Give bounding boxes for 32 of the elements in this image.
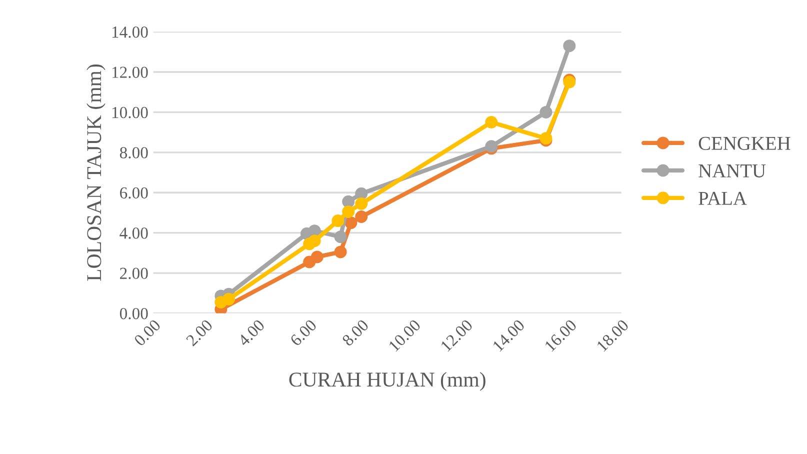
x-tick-label: 4.00 — [237, 318, 266, 347]
point — [355, 210, 368, 224]
x-tick-label: 8.00 — [342, 318, 370, 347]
point — [334, 246, 347, 258]
point — [355, 187, 368, 200]
point — [563, 40, 576, 52]
point — [342, 205, 355, 218]
y-tick-label: 12.00 — [112, 66, 148, 78]
point — [485, 116, 498, 129]
point — [342, 195, 355, 208]
legend-label: PALA — [698, 192, 747, 205]
point — [540, 106, 552, 118]
y-tick-label: 10.00 — [112, 106, 148, 118]
y-tick-label: 14.00 — [112, 26, 148, 38]
point — [332, 214, 344, 228]
legend-label: CENGKEH — [698, 136, 790, 150]
point — [222, 292, 235, 306]
y-tick-label: 6.00 — [120, 187, 148, 199]
x-tick-label: 2.00 — [186, 318, 214, 347]
x-axis-title: CURAH HUJAN (mm) — [289, 372, 486, 391]
y-tick-label: 0.00 — [120, 308, 148, 320]
point — [334, 230, 347, 244]
y-axis-title: LOLOSAN TAJUK (mm) — [86, 64, 106, 281]
point — [355, 197, 368, 210]
point — [310, 250, 324, 264]
point — [308, 234, 321, 248]
x-tick-label: 6.00 — [290, 318, 318, 347]
point — [344, 216, 358, 230]
y-tick-label: 4.00 — [120, 228, 148, 239]
y-tick-label: 8.00 — [120, 147, 148, 158]
y-tick-label: 2.00 — [120, 268, 148, 280]
legend-label: NANTU — [698, 164, 766, 178]
